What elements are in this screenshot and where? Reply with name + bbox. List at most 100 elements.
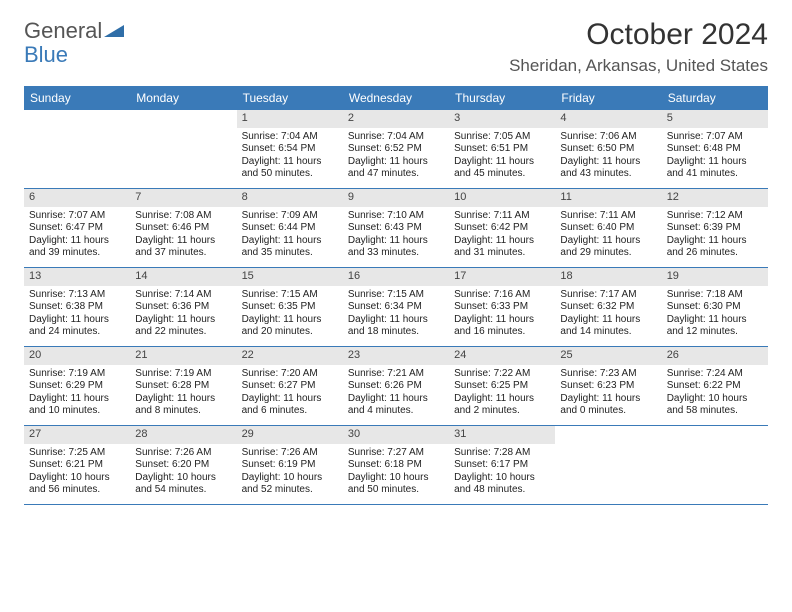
sunrise-text: Sunrise: 7:10 AM (348, 210, 444, 223)
sunset-text: Sunset: 6:19 PM (242, 459, 338, 472)
day-cell: 21Sunrise: 7:19 AMSunset: 6:28 PMDayligh… (130, 347, 236, 425)
daylight-text: Daylight: 11 hours and 22 minutes. (135, 314, 231, 339)
day-cell: 7Sunrise: 7:08 AMSunset: 6:46 PMDaylight… (130, 189, 236, 267)
sunrise-text: Sunrise: 7:28 AM (454, 447, 550, 460)
sunrise-text: Sunrise: 7:25 AM (29, 447, 125, 460)
sunset-text: Sunset: 6:46 PM (135, 222, 231, 235)
weekday-header: Wednesday (343, 86, 449, 110)
day-body: Sunrise: 7:04 AMSunset: 6:54 PMDaylight:… (237, 128, 343, 185)
weekday-header: Tuesday (237, 86, 343, 110)
sunset-text: Sunset: 6:28 PM (135, 380, 231, 393)
day-cell: 29Sunrise: 7:26 AMSunset: 6:19 PMDayligh… (237, 426, 343, 504)
day-cell: 5Sunrise: 7:07 AMSunset: 6:48 PMDaylight… (662, 110, 768, 188)
day-body: Sunrise: 7:13 AMSunset: 6:38 PMDaylight:… (24, 286, 130, 343)
day-number: 19 (662, 268, 768, 286)
daylight-text: Daylight: 11 hours and 6 minutes. (242, 393, 338, 418)
day-cell: 6Sunrise: 7:07 AMSunset: 6:47 PMDaylight… (24, 189, 130, 267)
day-number: 7 (130, 189, 236, 207)
sunrise-text: Sunrise: 7:26 AM (135, 447, 231, 460)
calendar-page: General October 2024 Sheridan, Arkansas,… (0, 0, 792, 517)
sunrise-text: Sunrise: 7:24 AM (667, 368, 763, 381)
day-number: 18 (555, 268, 661, 286)
sunrise-text: Sunrise: 7:08 AM (135, 210, 231, 223)
day-number: 2 (343, 110, 449, 128)
day-number: 11 (555, 189, 661, 207)
daylight-text: Daylight: 11 hours and 16 minutes. (454, 314, 550, 339)
sunset-text: Sunset: 6:26 PM (348, 380, 444, 393)
day-cell: 30Sunrise: 7:27 AMSunset: 6:18 PMDayligh… (343, 426, 449, 504)
day-cell: 15Sunrise: 7:15 AMSunset: 6:35 PMDayligh… (237, 268, 343, 346)
daylight-text: Daylight: 11 hours and 14 minutes. (560, 314, 656, 339)
sunrise-text: Sunrise: 7:07 AM (667, 131, 763, 144)
day-cell: 1Sunrise: 7:04 AMSunset: 6:54 PMDaylight… (237, 110, 343, 188)
day-cell: 14Sunrise: 7:14 AMSunset: 6:36 PMDayligh… (130, 268, 236, 346)
day-body: Sunrise: 7:28 AMSunset: 6:17 PMDaylight:… (449, 444, 555, 501)
sunset-text: Sunset: 6:33 PM (454, 301, 550, 314)
day-body: Sunrise: 7:09 AMSunset: 6:44 PMDaylight:… (237, 207, 343, 264)
day-cell: 18Sunrise: 7:17 AMSunset: 6:32 PMDayligh… (555, 268, 661, 346)
day-number: 30 (343, 426, 449, 444)
weekday-header: Thursday (449, 86, 555, 110)
daylight-text: Daylight: 11 hours and 26 minutes. (667, 235, 763, 260)
day-cell: 16Sunrise: 7:15 AMSunset: 6:34 PMDayligh… (343, 268, 449, 346)
sunset-text: Sunset: 6:39 PM (667, 222, 763, 235)
day-cell: 13Sunrise: 7:13 AMSunset: 6:38 PMDayligh… (24, 268, 130, 346)
day-body: Sunrise: 7:05 AMSunset: 6:51 PMDaylight:… (449, 128, 555, 185)
sunrise-text: Sunrise: 7:16 AM (454, 289, 550, 302)
daylight-text: Daylight: 10 hours and 58 minutes. (667, 393, 763, 418)
day-body: Sunrise: 7:18 AMSunset: 6:30 PMDaylight:… (662, 286, 768, 343)
sunrise-text: Sunrise: 7:15 AM (242, 289, 338, 302)
daylight-text: Daylight: 11 hours and 0 minutes. (560, 393, 656, 418)
sunrise-text: Sunrise: 7:13 AM (29, 289, 125, 302)
day-number: 12 (662, 189, 768, 207)
day-cell: 2 Sunrise: 7:04 AMSunset: 6:52 PMDaylight… (343, 110, 449, 188)
day-body: Sunrise: 7:12 AMSunset: 6:39 PMDaylight:… (662, 207, 768, 264)
day-body: Sunrise: 7:14 AMSunset: 6:36 PMDaylight:… (130, 286, 236, 343)
logo: General (24, 18, 124, 44)
day-body: Sunrise: 7:25 AMSunset: 6:21 PMDaylight:… (24, 444, 130, 501)
header: General October 2024 Sheridan, Arkansas,… (24, 18, 768, 76)
sunset-text: Sunset: 6:18 PM (348, 459, 444, 472)
weekday-header: Friday (555, 86, 661, 110)
sunrise-text: Sunrise: 7:17 AM (560, 289, 656, 302)
day-number: 10 (449, 189, 555, 207)
sunset-text: Sunset: 6:17 PM (454, 459, 550, 472)
day-number: 5 (662, 110, 768, 128)
day-body: Sunrise: 7:06 AMSunset: 6:50 PMDaylight:… (555, 128, 661, 185)
sunrise-text: Sunrise: 7:22 AM (454, 368, 550, 381)
day-number: 28 (130, 426, 236, 444)
day-number: 22 (237, 347, 343, 365)
daylight-text: Daylight: 10 hours and 50 minutes. (348, 472, 444, 497)
day-cell: 12Sunrise: 7:12 AMSunset: 6:39 PMDayligh… (662, 189, 768, 267)
day-cell: 10Sunrise: 7:11 AMSunset: 6:42 PMDayligh… (449, 189, 555, 267)
sunset-text: Sunset: 6:35 PM (242, 301, 338, 314)
daylight-text: Daylight: 11 hours and 31 minutes. (454, 235, 550, 260)
calendar-grid: SundayMondayTuesdayWednesdayThursdayFrid… (24, 86, 768, 505)
sunrise-text: Sunrise: 7:20 AM (242, 368, 338, 381)
sunrise-text: Sunrise: 7:14 AM (135, 289, 231, 302)
day-number: 20 (24, 347, 130, 365)
sunrise-text: Sunrise: 7:12 AM (667, 210, 763, 223)
sunrise-text: Sunrise: 7:04 AM (348, 131, 444, 144)
day-number: 1 (237, 110, 343, 128)
daylight-text: Daylight: 11 hours and 35 minutes. (242, 235, 338, 260)
day-number: 27 (24, 426, 130, 444)
daylight-text: Daylight: 11 hours and 33 minutes. (348, 235, 444, 260)
day-body: Sunrise: 7:26 AMSunset: 6:20 PMDaylight:… (130, 444, 236, 501)
day-body: Sunrise: 7:17 AMSunset: 6:32 PMDaylight:… (555, 286, 661, 343)
day-cell: 3Sunrise: 7:05 AMSunset: 6:51 PMDaylight… (449, 110, 555, 188)
day-cell: 27Sunrise: 7:25 AMSunset: 6:21 PMDayligh… (24, 426, 130, 504)
daylight-text: Daylight: 11 hours and 45 minutes. (454, 156, 550, 181)
daylight-text: Daylight: 11 hours and 47 minutes. (348, 156, 444, 181)
logo-text-2: Blue (24, 42, 68, 68)
day-body: Sunrise: 7:27 AMSunset: 6:18 PMDaylight:… (343, 444, 449, 501)
sunset-text: Sunset: 6:20 PM (135, 459, 231, 472)
sunset-text: Sunset: 6:52 PM (348, 143, 444, 156)
sunrise-text: Sunrise: 7:27 AM (348, 447, 444, 460)
sunrise-text: Sunrise: 7:06 AM (560, 131, 656, 144)
daylight-text: Daylight: 11 hours and 4 minutes. (348, 393, 444, 418)
month-title: October 2024 (509, 18, 768, 52)
sunset-text: Sunset: 6:36 PM (135, 301, 231, 314)
day-cell: 25Sunrise: 7:23 AMSunset: 6:23 PMDayligh… (555, 347, 661, 425)
day-cell: 28Sunrise: 7:26 AMSunset: 6:20 PMDayligh… (130, 426, 236, 504)
